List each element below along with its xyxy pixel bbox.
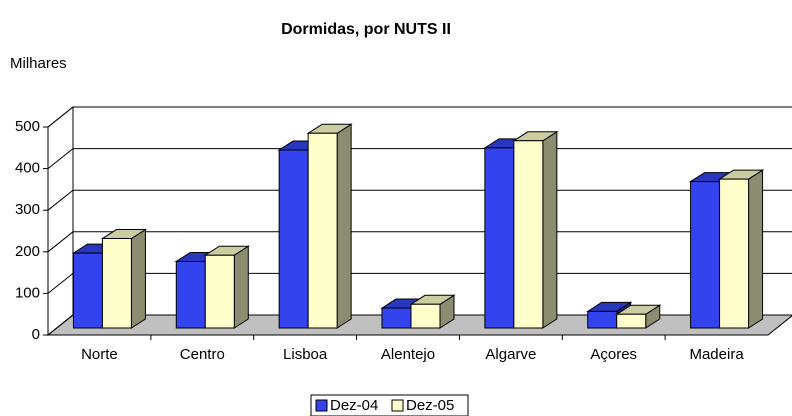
legend-box bbox=[310, 394, 469, 416]
y-tick-label: 100 bbox=[15, 284, 40, 301]
x-tick-label: Norte bbox=[81, 346, 118, 363]
bar-side bbox=[233, 245, 249, 329]
bar-front bbox=[719, 178, 750, 329]
legend-swatch bbox=[315, 399, 328, 412]
bar bbox=[586, 301, 633, 329]
legend-label: Dez-05 bbox=[406, 397, 454, 414]
x-tick-label: Madeira bbox=[689, 346, 744, 363]
bar-front bbox=[307, 132, 338, 329]
bar-front bbox=[690, 181, 721, 329]
legend-label: Dez-04 bbox=[330, 397, 378, 414]
bar bbox=[615, 304, 662, 329]
bar-front bbox=[175, 260, 206, 329]
bar bbox=[100, 228, 148, 329]
bar-front bbox=[513, 140, 544, 329]
bar bbox=[717, 169, 765, 329]
chart-title: Dormidas, por NUTS II bbox=[281, 21, 451, 38]
bar-front bbox=[204, 254, 235, 329]
x-tick-label: Centro bbox=[180, 346, 225, 363]
x-tick-label: Alentejo bbox=[381, 346, 435, 363]
y-tick-label: 500 bbox=[15, 118, 40, 135]
x-tick-label: Algarve bbox=[485, 346, 536, 363]
legend-swatch bbox=[391, 399, 404, 412]
bar-front bbox=[616, 313, 647, 329]
x-tick-label: Açores bbox=[590, 346, 637, 363]
bar-front bbox=[410, 303, 441, 329]
bar-front bbox=[278, 149, 309, 329]
y-axis-label: Milhares bbox=[10, 55, 67, 72]
bar-side bbox=[748, 169, 764, 329]
bar bbox=[306, 123, 353, 329]
bar-side bbox=[130, 228, 146, 329]
bar-side bbox=[336, 123, 352, 329]
bar bbox=[203, 245, 250, 329]
y-tick-label: 400 bbox=[15, 160, 40, 177]
y-tick-label: 200 bbox=[15, 243, 40, 260]
bar bbox=[409, 294, 456, 329]
x-tick-label: Lisboa bbox=[283, 346, 328, 363]
bar-front bbox=[101, 238, 132, 329]
grid-line bbox=[47, 106, 792, 128]
side-wall bbox=[47, 105, 74, 337]
bar-side bbox=[542, 130, 558, 329]
y-tick-label: 0 bbox=[32, 326, 40, 343]
y-tick-label: 300 bbox=[15, 201, 40, 218]
bar-front bbox=[484, 147, 515, 329]
bar-front bbox=[587, 310, 618, 329]
bar-front bbox=[72, 252, 103, 329]
bar-front bbox=[381, 307, 412, 329]
bar bbox=[512, 130, 559, 329]
